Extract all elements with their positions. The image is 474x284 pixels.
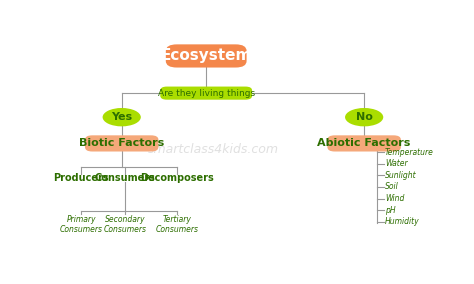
FancyBboxPatch shape (85, 135, 158, 151)
FancyBboxPatch shape (328, 135, 401, 151)
Text: pH: pH (385, 206, 396, 215)
Ellipse shape (102, 108, 141, 126)
Text: Sunlight: Sunlight (385, 171, 417, 180)
Text: Abiotic Factors: Abiotic Factors (318, 138, 411, 149)
Text: Yes: Yes (111, 112, 132, 122)
Text: smartclass4kids.com: smartclass4kids.com (148, 143, 279, 156)
Text: Ecosystem: Ecosystem (161, 49, 252, 63)
Text: Tertiary
Consumers: Tertiary Consumers (155, 215, 198, 234)
Text: Producers: Producers (54, 174, 109, 183)
Text: Biotic Factors: Biotic Factors (79, 138, 164, 149)
Text: Humidity: Humidity (385, 217, 419, 226)
FancyBboxPatch shape (166, 44, 246, 68)
Text: Decomposers: Decomposers (140, 174, 214, 183)
Text: Primary
Consumers: Primary Consumers (60, 215, 103, 234)
Text: Water: Water (385, 159, 408, 168)
Text: Secondary
Consumers: Secondary Consumers (104, 215, 147, 234)
Ellipse shape (345, 108, 383, 126)
Text: Soil: Soil (385, 182, 399, 191)
Text: Wind: Wind (385, 194, 404, 203)
FancyBboxPatch shape (160, 87, 252, 100)
Text: Temperature: Temperature (385, 148, 434, 157)
Text: Consumers: Consumers (95, 174, 156, 183)
Text: Are they living things: Are they living things (158, 89, 255, 98)
Text: No: No (356, 112, 373, 122)
